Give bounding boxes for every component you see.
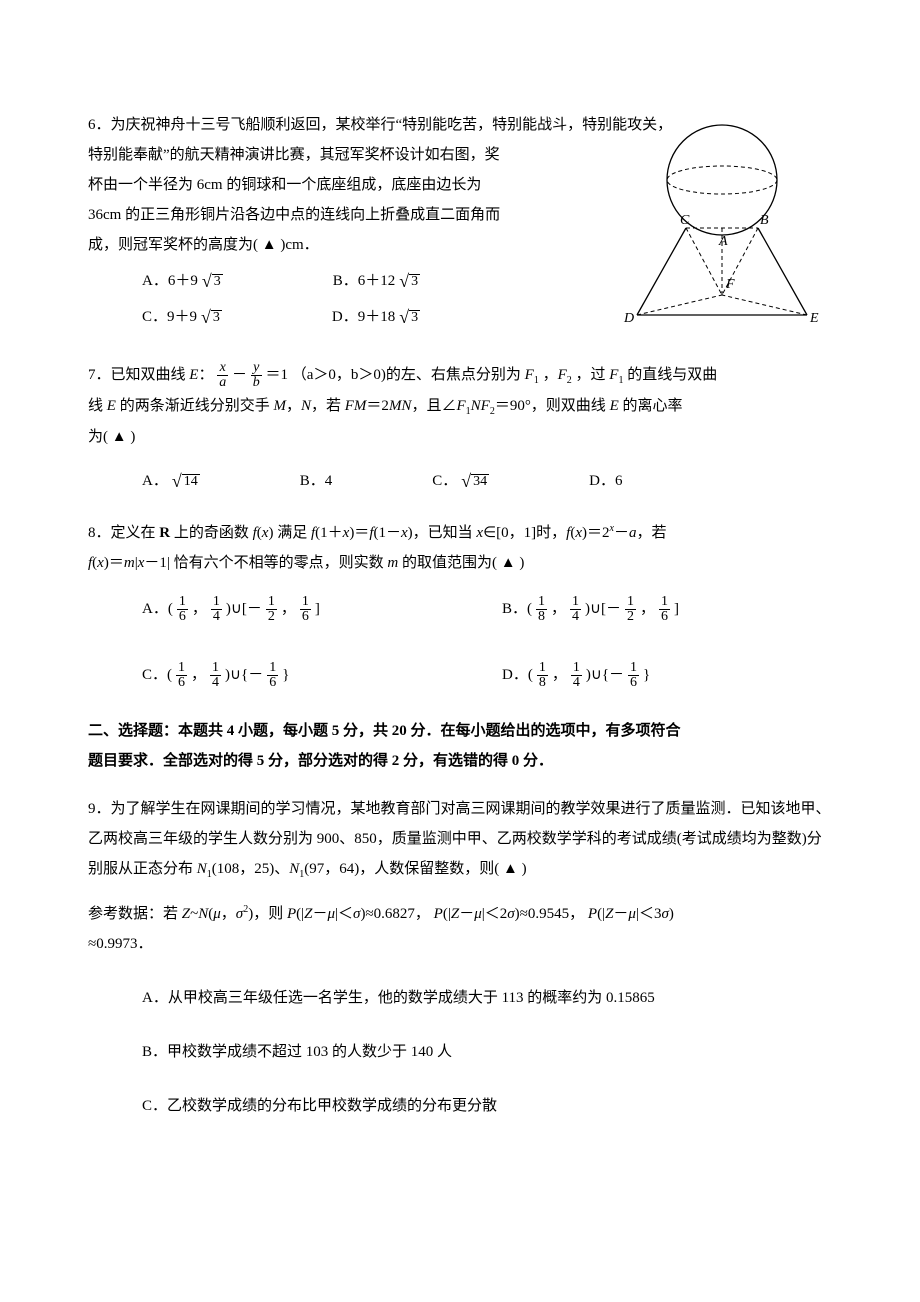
sqrt-icon: √34 [461, 472, 489, 490]
q7-options: A． √14 B．4 C． √34 D．6 [88, 466, 832, 496]
q7-option-c: C． √34 [432, 466, 489, 496]
trophy-figure: C B A F D E [622, 120, 822, 330]
label-e: E [809, 311, 819, 326]
section-2-header: 二、选择题：本题共 4 小题，每小题 5 分，共 20 分．在每小题给出的选项中… [88, 716, 832, 776]
label-b: B [760, 213, 769, 228]
q8-line2: f(x)＝m|x－1| 恰有六个不相等的零点，则实数 m 的取值范围为( ▲ ) [88, 548, 832, 578]
q7-option-a: A． √14 [142, 466, 200, 496]
q6-line5: 成，则冠军奖杯的高度为( ▲ )cm． [88, 230, 628, 260]
sec2-line1: 二、选择题：本题共 4 小题，每小题 5 分，共 20 分．在每小题给出的选项中… [88, 716, 832, 746]
q9-option-a: A．从甲校高三年级任选一名学生，他的数学成绩大于 113 的概率约为 0.158… [142, 983, 832, 1013]
fraction: yb [251, 361, 262, 390]
q8-line1: 8．定义在 R 上的奇函数 f(x) 满足 f(1＋x)＝f(1－x)，已知当 … [88, 518, 832, 548]
q9-reference-tail: ≈0.9973． [88, 929, 832, 959]
q6-option-c: C．9＋9 √3 [142, 302, 222, 332]
q9-option-c: C．乙校数学成绩的分布比甲校数学成绩的分布更分散 [142, 1091, 832, 1121]
q6-body: 特别能奉献”的航天精神演讲比赛，其冠军奖杯设计如右图，奖 杯由一个半径为 6cm… [88, 140, 628, 332]
q8-option-b: B．( 18 ， 14 )∪[－ 12 ， 16 ] [502, 594, 802, 624]
q6-line4: 36cm 的正三角形铜片沿各边中点的连线向上折叠成直二面角而 [88, 200, 628, 230]
q8-option-a: A．( 16 ， 14 )∪[－ 12 ， 16 ] [142, 594, 462, 624]
question-6: 6．为庆祝神舟十三号飞船顺利返回，某校举行“特别能吃苦，特别能战斗，特别能攻关，… [88, 110, 832, 332]
q7-line2: 线 E 的两条渐近线分别交手 M，N，若 FM＝2MN，且∠F1NF2＝90°，… [88, 391, 832, 422]
q8-option-d: D．( 18 ， 14 )∪{－ 16 } [502, 660, 802, 690]
q9-options: A．从甲校高三年级任选一名学生，他的数学成绩大于 113 的概率约为 0.158… [88, 983, 832, 1121]
question-8: 8．定义在 R 上的奇函数 f(x) 满足 f(1＋x)＝f(1－x)，已知当 … [88, 518, 832, 690]
q6-option-a: A．6＋9 √3 [142, 266, 223, 296]
q6-line2: 特别能奉献”的航天精神演讲比赛，其冠军奖杯设计如右图，奖 [88, 140, 628, 170]
sec2-line2: 题目要求．全部选对的得 5 分，部分选对的得 2 分，有选错的得 0 分． [88, 746, 832, 776]
q7-option-b: B．4 [300, 466, 333, 496]
q6-option-d: D．9＋18 √3 [332, 302, 420, 332]
q9-option-b: B．甲校数学成绩不超过 103 的人数少于 140 人 [142, 1037, 832, 1067]
q7-line3: 为( ▲ ) [88, 422, 832, 452]
label-f: F [725, 277, 735, 292]
label-d: D [623, 311, 634, 326]
label-a: A [718, 234, 728, 249]
sqrt-icon: √14 [172, 472, 200, 490]
sqrt-icon: √3 [201, 308, 222, 326]
sqrt-icon: √3 [399, 308, 420, 326]
q6-line3: 杯由一个半径为 6cm 的铜球和一个底座组成，底座由边长为 [88, 170, 628, 200]
sqrt-icon: √3 [399, 272, 420, 290]
fraction: xa [217, 361, 228, 390]
question-7: 7．已知双曲线 E： xa － yb ＝1 （a＞0，b＞0)的左、右焦点分别为… [88, 360, 832, 496]
q8-option-c: C．( 16 ， 14 )∪{－ 16 } [142, 660, 462, 690]
question-9: 9．为了解学生在网课期间的学习情况，某地教育部门对高三网课期间的教学效果进行了质… [88, 794, 832, 1121]
q8-options: A．( 16 ， 14 )∪[－ 12 ， 16 ] B．( 18 ， 14 )… [88, 594, 832, 690]
q6-option-b: B．6＋12 √3 [333, 266, 420, 296]
q7-line1: 7．已知双曲线 E： xa － yb ＝1 （a＞0，b＞0)的左、右焦点分别为… [88, 360, 832, 391]
q6-options-row2: C．9＋9 √3 D．9＋18 √3 [88, 302, 628, 332]
sqrt-icon: √3 [202, 272, 223, 290]
q6-options-row1: A．6＋9 √3 B．6＋12 √3 [88, 266, 628, 296]
label-c: C [680, 213, 690, 228]
q9-reference: 参考数据：若 Z~N(μ，σ2)，则 P(|Z－μ|＜σ)≈0.6827， P(… [88, 899, 832, 929]
q7-option-d: D．6 [589, 466, 622, 496]
q9-para: 9．为了解学生在网课期间的学习情况，某地教育部门对高三网课期间的教学效果进行了质… [88, 794, 832, 885]
